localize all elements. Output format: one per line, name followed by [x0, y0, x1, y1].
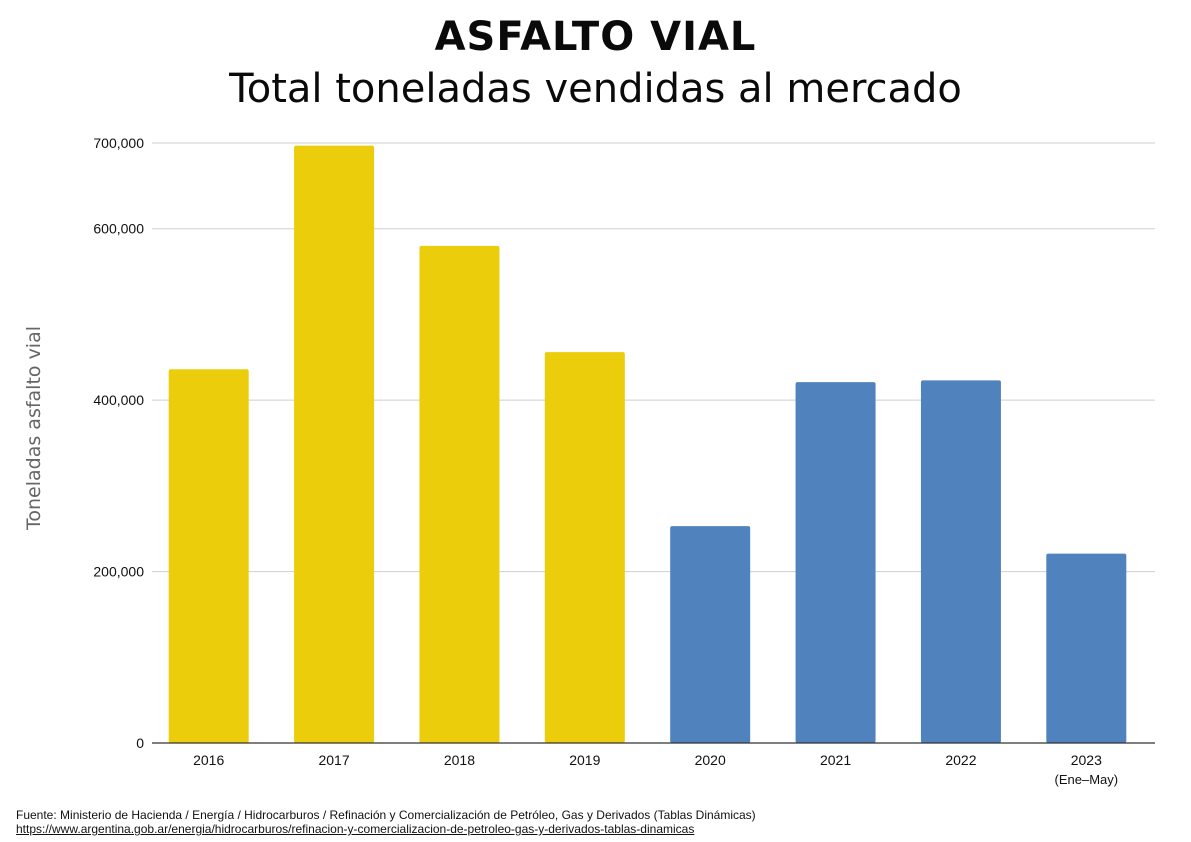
x-tick-label: 2018: [444, 752, 475, 768]
bar-2020: [670, 526, 751, 743]
y-axis-label: Toneladas asfalto vial: [23, 326, 45, 531]
x-tick-label: 2019: [569, 752, 600, 768]
chart-title: ASFALTO VIAL: [434, 14, 757, 60]
chart-subtitle: Total toneladas vendidas al mercado: [229, 66, 962, 112]
bar-2021: [795, 382, 876, 743]
x-tick-label: 2023: [1071, 752, 1102, 768]
source-note: Fuente: Ministerio de Hacienda / Energía…: [16, 808, 756, 822]
source-link[interactable]: https://www.argentina.gob.ar/energia/hid…: [16, 822, 695, 836]
y-tick-label: 400,000: [93, 392, 144, 408]
x-tick-label: 2016: [193, 752, 224, 768]
x-tick-sublabel: (Ene–May): [1055, 772, 1119, 787]
bar-2023: [1046, 553, 1127, 743]
bar-2022: [920, 380, 1001, 743]
bar-2017: [294, 145, 375, 744]
x-tick-label: 2020: [695, 752, 726, 768]
x-tick-label: 2022: [945, 752, 976, 768]
x-tick-label: 2017: [318, 752, 349, 768]
x-tick-label: 2021: [820, 752, 851, 768]
y-tick-label: 700,000: [93, 135, 144, 151]
bar-2018: [419, 245, 500, 743]
y-tick-label: 600,000: [93, 221, 144, 237]
y-tick-label: 0: [136, 735, 144, 751]
y-tick-label: 200,000: [93, 564, 144, 580]
bar-2019: [544, 352, 625, 743]
bar-2016: [168, 369, 249, 743]
